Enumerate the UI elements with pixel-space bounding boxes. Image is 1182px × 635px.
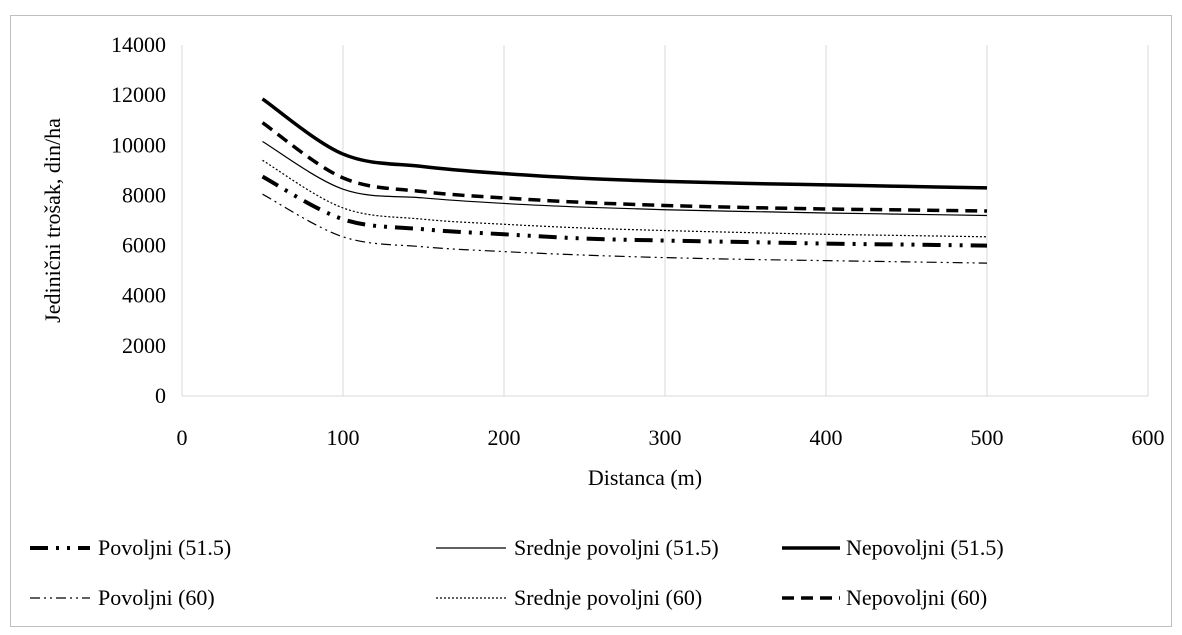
x-axis-title: Distanca (m) (588, 465, 702, 490)
y-tick-label: 12000 (111, 82, 166, 107)
series-lines (261, 97, 988, 264)
y-tick-label: 8000 (122, 182, 166, 207)
series-line-3 (261, 97, 988, 190)
series-line-4 (262, 193, 988, 264)
x-tick-label: 400 (810, 425, 843, 450)
gridlines (342, 45, 1149, 396)
legend-label-4: Povoljni (60) (98, 585, 215, 610)
y-tick-labels: 0 2000 4000 6000 8000 10000 12000 14000 (111, 32, 166, 408)
series-line-2 (262, 141, 988, 217)
y-axis-title: Jedinični trošak, din/ha (40, 118, 65, 323)
x-tick-label: 300 (649, 425, 682, 450)
legend-label-6: Nepovoljni (60) (846, 585, 987, 610)
x-tick-label: 100 (327, 425, 360, 450)
y-tick-label: 0 (155, 383, 166, 408)
legend-label-3: Nepovoljni (51.5) (846, 535, 1004, 560)
chart-frame (10, 15, 1172, 627)
x-tick-label: 600 (1132, 425, 1165, 450)
legend-label-5: Srednje povoljni (60) (514, 585, 702, 610)
y-tick-label: 2000 (122, 333, 166, 358)
x-tick-label: 500 (971, 425, 1004, 450)
x-tick-label: 200 (488, 425, 521, 450)
y-tick-label: 4000 (122, 283, 166, 308)
x-tick-label: 0 (177, 425, 188, 450)
x-tick-labels: 0 100 200 300 400 500 600 (177, 425, 1165, 450)
y-tick-label: 6000 (122, 233, 166, 258)
legend-label-2: Srednje povoljni (51.5) (514, 535, 719, 560)
axes (181, 45, 1148, 397)
legend: Povoljni (51.5) Srednje povoljni (51.5) Ne… (30, 535, 1004, 610)
y-tick-label: 14000 (111, 32, 166, 57)
y-tick-label: 10000 (111, 132, 166, 157)
series-line-5 (262, 159, 988, 238)
legend-label-1: Povoljni (51.5) (98, 535, 231, 560)
series-line-1 (261, 174, 988, 248)
series-line-6 (261, 121, 988, 213)
